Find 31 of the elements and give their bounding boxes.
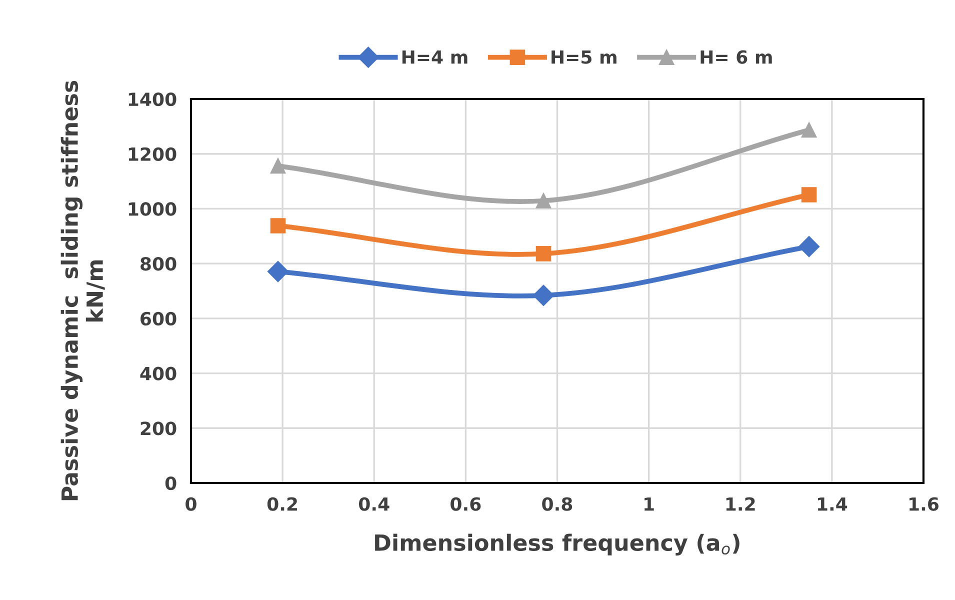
legend-label: H=5 m — [552, 50, 616, 64]
x-tick-label: 1.4 — [818, 497, 848, 511]
y-tick-label: 400 — [140, 366, 176, 380]
point — [267, 261, 288, 282]
x-tick-label: 1.2 — [726, 497, 755, 511]
y-tick-label: 0 — [165, 476, 176, 490]
point — [536, 246, 552, 262]
legend-label: H= 6 m — [700, 50, 772, 64]
y-tick-label: 200 — [140, 422, 176, 436]
point — [270, 158, 286, 174]
legend-label: H=4 m — [402, 50, 468, 64]
x-tick-label: 0.4 — [358, 497, 390, 511]
x-tick-label: 0 — [186, 497, 196, 511]
x-tick-label: 0.8 — [542, 497, 572, 511]
y-tick-label: 1000 — [128, 202, 176, 216]
y-tick-label: 1200 — [128, 147, 176, 161]
y-tick-label: 600 — [140, 312, 176, 326]
point — [798, 236, 820, 258]
point — [801, 122, 817, 138]
point — [270, 218, 286, 234]
y-tick-label: 1400 — [128, 92, 176, 106]
point — [532, 284, 554, 306]
x-tick-label: 0.6 — [450, 497, 481, 511]
x-tick-label: 1.6 — [910, 497, 939, 511]
x-axis-title: Dimensionless frequency (a$_{o}$) — [375, 534, 740, 556]
x-tick-label: 0.2 — [267, 497, 297, 511]
x-tick-label: 1 — [644, 497, 654, 511]
y-tick-label: 800 — [140, 257, 176, 271]
point — [801, 187, 817, 202]
y-axis-title: Passive dynamic sliding stiffness kN/m — [60, 80, 105, 500]
point — [536, 193, 552, 208]
